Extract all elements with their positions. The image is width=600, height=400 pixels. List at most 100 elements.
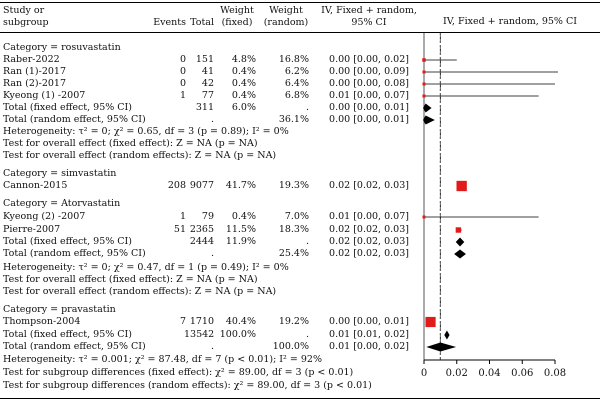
row-1-wf: 4.8% [231, 54, 256, 65]
summary-diamond-2 [455, 237, 465, 247]
row-18-label: Test for overall effect (fixed effect): … [3, 274, 258, 285]
row-21-wr: 19.2% [278, 316, 309, 327]
row-24-label: Heterogeneity: τ² = 0.001; χ² = 87.48, d… [3, 354, 322, 365]
row-3-wf: 0.4% [231, 78, 256, 89]
row-13-ci: 0.01 [0.00, 0.07] [329, 211, 409, 222]
row-13-events: 1 [179, 211, 186, 222]
summary-diamond-1 [423, 115, 435, 125]
row-10-label: Category = simvastatin [3, 168, 117, 179]
row-15-total: 2444 [189, 236, 214, 247]
summary-diamond-4 [444, 330, 450, 340]
row-6-label: Total (random effect, 95% CI) [3, 114, 146, 125]
row-14-wr: 18.3% [278, 224, 309, 235]
row-14-total: 2365 [189, 224, 214, 235]
row-19-label: Test for overall effect (random effects)… [3, 286, 277, 297]
header-ci-2: 95% CI [351, 17, 387, 28]
row-6-ci: 0.00 [0.00, 0.01] [329, 114, 409, 125]
row-5-ci: 0.00 [0.00, 0.01] [329, 102, 409, 113]
row-4-events: 1 [179, 90, 186, 101]
row-13-wf: 0.4% [231, 211, 256, 222]
row-3-wr: 6.4% [284, 78, 309, 89]
row-6-total: . [210, 114, 214, 125]
header-ci-1: IV, Fixed + random, [321, 5, 417, 16]
row-4-label: Kyeong (1) -2007 [3, 90, 86, 101]
summary-diamond-5 [426, 342, 457, 352]
row-15-wf: 11.9% [225, 236, 256, 247]
row-4-ci: 0.01 [0.00, 0.07] [329, 90, 409, 101]
row-21-label: Thompson-2004 [3, 316, 81, 327]
header-rule [0, 32, 600, 33]
row-22-wf: 100.0% [219, 329, 256, 340]
bottom-rule [0, 398, 600, 399]
row-14-wf: 11.5% [225, 224, 256, 235]
row-13-wr: 7.0% [284, 211, 309, 222]
row-7-label: Heterogeneity: τ² = 0; χ² = 0.65, df = 3… [3, 126, 289, 137]
row-8-label: Test for overall effect (fixed effect): … [3, 138, 258, 149]
row-13-total: 79 [201, 211, 214, 222]
header-weight-fixed-1: Weight [220, 5, 254, 16]
summary-diamond-3 [454, 249, 466, 259]
row-3-total: 42 [201, 78, 214, 89]
row-2-events: 0 [179, 66, 186, 77]
study-square-1 [422, 70, 426, 74]
row-0-label: Category = rosuvastatin [3, 42, 121, 53]
row-11-wf: 41.7% [225, 180, 256, 191]
row-22-total: 13542 [184, 329, 215, 340]
row-4-total: 77 [201, 90, 214, 101]
row-9-label: Test for overall effect (random effects)… [3, 150, 277, 161]
row-16-total: . [210, 248, 214, 259]
row-22-label: Total (fixed effect, 95% CI) [3, 329, 133, 340]
study-square-2 [422, 82, 426, 86]
x-tick-label-2: 0.04 [478, 368, 500, 379]
row-11-ci: 0.02 [0.02, 0.03] [329, 180, 409, 191]
row-21-wf: 40.4% [225, 316, 256, 327]
row-11-label: Cannon-2015 [3, 180, 68, 191]
header-weight-random-1: Weight [269, 5, 303, 16]
header-subgroup: subgroup [3, 17, 49, 28]
study-square-0 [422, 58, 426, 62]
row-16-ci: 0.02 [0.02, 0.03] [329, 248, 409, 259]
row-1-ci: 0.00 [0.00, 0.02] [329, 54, 409, 65]
study-square-7 [425, 316, 436, 328]
row-1-wr: 16.8% [278, 54, 309, 65]
row-5-wr: . [305, 102, 309, 113]
top-rule [0, 2, 600, 3]
study-square-3 [422, 94, 426, 98]
row-14-ci: 0.02 [0.02, 0.03] [329, 224, 409, 235]
header-study: Study or [3, 5, 45, 16]
header-events: Events [153, 17, 186, 28]
header-weight-fixed-2: (fixed) [221, 17, 253, 28]
row-15-label: Total (fixed effect, 95% CI) [3, 236, 133, 247]
row-26-label: Test for subgroup differences (random ef… [3, 380, 372, 391]
row-6-wr: 36.1% [278, 114, 309, 125]
row-16-label: Total (random effect, 95% CI) [3, 248, 146, 259]
row-11-events: 208 [167, 180, 186, 191]
row-11-wr: 19.3% [278, 180, 309, 191]
row-2-wf: 0.4% [231, 66, 256, 77]
row-3-ci: 0.00 [0.00, 0.08] [329, 78, 409, 89]
row-1-label: Raber-2022 [3, 54, 60, 65]
row-4-wr: 6.8% [284, 90, 309, 101]
row-16-wr: 25.4% [278, 248, 309, 259]
row-5-label: Total (fixed effect, 95% CI) [3, 102, 133, 113]
row-23-wr: 100.0% [272, 341, 309, 352]
header-weight-random-2: (random) [263, 17, 309, 28]
row-22-ci: 0.01 [0.01, 0.02] [329, 329, 409, 340]
row-5-total: 311 [195, 102, 214, 113]
row-25-label: Test for subgroup differences (fixed eff… [3, 367, 354, 378]
row-3-label: Ran (2)-2017 [3, 78, 67, 89]
row-23-label: Total (random effect, 95% CI) [3, 341, 146, 352]
x-tick-label-1: 0.02 [446, 368, 468, 379]
summary-diamond-0 [423, 103, 432, 113]
x-tick-label-4: 0.08 [544, 368, 566, 379]
x-tick-label-3: 0.06 [511, 368, 533, 379]
row-21-events: 7 [179, 316, 186, 327]
row-12-label: Category = Atorvastatin [3, 198, 121, 209]
row-11-total: 9077 [189, 180, 214, 191]
header-plot-title: IV, Fixed + random, 95% CI [442, 16, 577, 27]
row-2-total: 41 [201, 66, 214, 77]
row-1-total: 151 [195, 54, 214, 65]
row-23-total: . [210, 341, 214, 352]
